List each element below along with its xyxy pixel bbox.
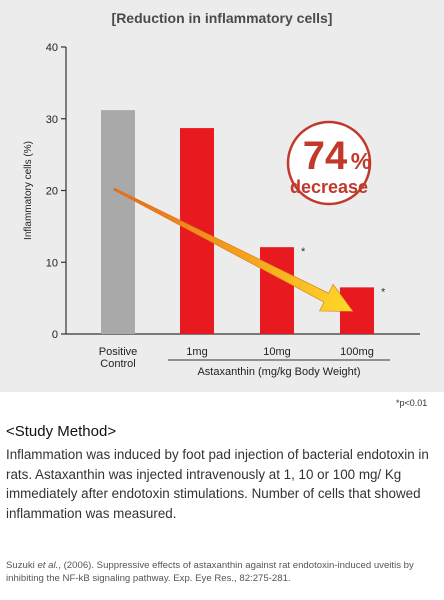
trend-arrow	[113, 187, 354, 312]
chart-panel: [Reduction in inflammatory cells] 0 10 20 3…	[0, 0, 444, 392]
significance-marker: *	[301, 246, 306, 258]
decrease-badge	[286, 120, 372, 206]
bar-0	[101, 110, 135, 334]
y-tick-label: 30	[46, 114, 58, 126]
x-tick-label: 10mg	[263, 346, 291, 358]
y-tick-label: 40	[46, 42, 58, 54]
y-tick-label: 0	[52, 329, 58, 341]
decrease-unit: %	[351, 148, 371, 174]
x-tick-label: Control	[100, 358, 135, 370]
y-tick-label: 20	[46, 186, 58, 198]
significance-marker: *	[381, 286, 386, 298]
decrease-label: decrease	[290, 177, 368, 197]
bar-2	[260, 247, 294, 334]
chart-title: [Reduction in inflammatory cells]	[111, 10, 333, 26]
citation-authors: Suzuki	[6, 560, 35, 571]
citation: Suzuki et al., (2006). Suppressive effec…	[6, 560, 436, 585]
citation-etal: et al.	[37, 560, 59, 571]
study-method-heading: <Study Method>	[6, 423, 117, 440]
y-tick-label: 10	[46, 257, 58, 269]
x-tick-label: 100mg	[340, 346, 374, 358]
significance-footnote: *p<0.01	[396, 398, 428, 408]
x-tick-label: Positive	[99, 346, 138, 358]
bar-chart: 0 10 20 30 40 Inflammatory cells (%) * * Positiv…	[23, 42, 420, 378]
study-method-text: Inflammation was induced by foot pad inj…	[6, 447, 429, 521]
decrease-value: 74	[303, 134, 348, 178]
x-tick-label: 1mg	[186, 346, 207, 358]
x-axis-label: Astaxanthin (mg/kg Body Weight)	[197, 366, 360, 378]
y-axis-label: Inflammatory cells (%)	[23, 141, 34, 240]
citation-rest: , (2006). Suppressive effects of astaxan…	[6, 560, 414, 584]
